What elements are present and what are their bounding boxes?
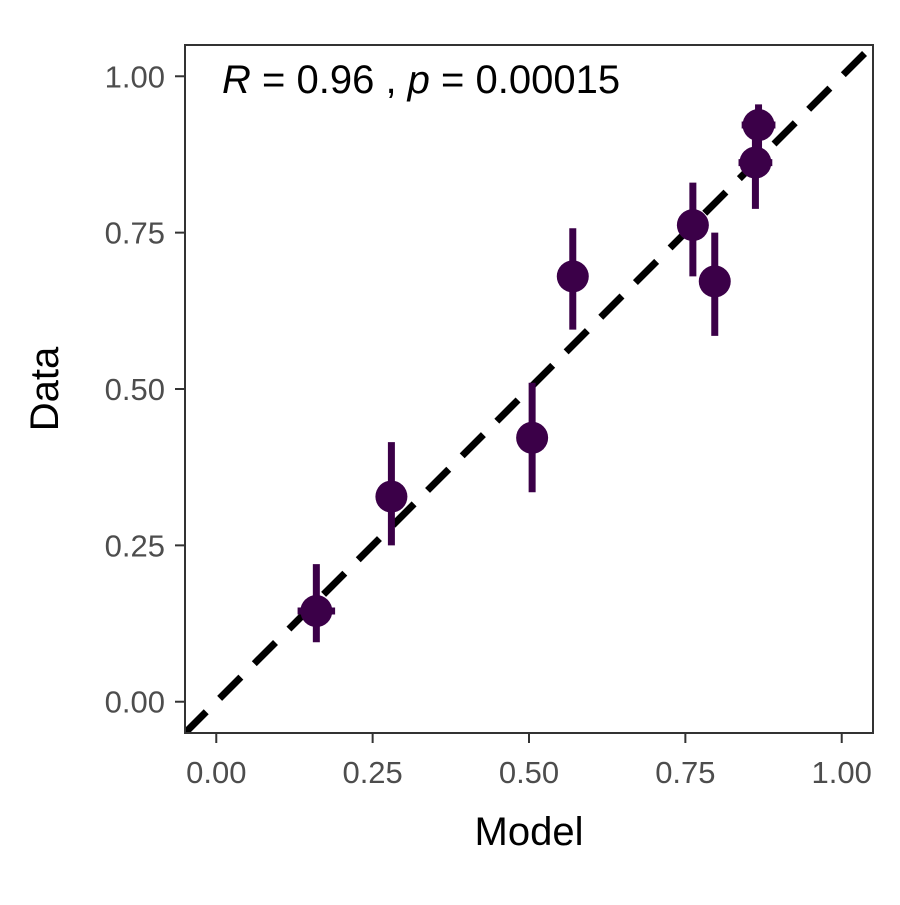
y-tick-label: 0.50 xyxy=(105,372,165,407)
y-tick-label: 1.00 xyxy=(105,59,165,94)
p-value: = 0.00015 xyxy=(430,58,620,102)
p-symbol: p xyxy=(407,58,430,102)
data-point xyxy=(516,421,549,454)
data-point xyxy=(739,146,772,179)
data-point xyxy=(300,595,333,628)
data-point-group xyxy=(516,382,549,493)
data-point-group xyxy=(297,564,336,643)
x-tick-label: 0.00 xyxy=(186,755,246,790)
data-point-group xyxy=(556,228,589,330)
y-axis-title: Data xyxy=(23,346,67,431)
x-axis-title: Model xyxy=(475,810,584,854)
data-point-group xyxy=(698,232,731,336)
data-point-group xyxy=(676,182,709,277)
data-point xyxy=(676,209,709,242)
y-tick-label: 0.25 xyxy=(105,528,165,563)
data-point-group xyxy=(375,442,408,546)
data-point xyxy=(556,260,589,293)
data-point xyxy=(375,480,408,513)
y-tick-label: 0.75 xyxy=(105,216,165,251)
data-point xyxy=(698,265,731,298)
x-tick-label: 0.50 xyxy=(499,755,559,790)
correlation-annotation: R = 0.96 , p = 0.00015 xyxy=(222,58,620,102)
r-value: = 0.96 , xyxy=(251,58,408,102)
y-tick-label: 0.00 xyxy=(105,685,165,720)
data-point-group xyxy=(741,104,776,149)
x-tick-label: 1.00 xyxy=(812,755,872,790)
data-point xyxy=(742,109,775,142)
x-tick-label: 0.25 xyxy=(342,755,402,790)
r-symbol: R xyxy=(222,58,251,102)
x-tick-label: 0.75 xyxy=(655,755,715,790)
